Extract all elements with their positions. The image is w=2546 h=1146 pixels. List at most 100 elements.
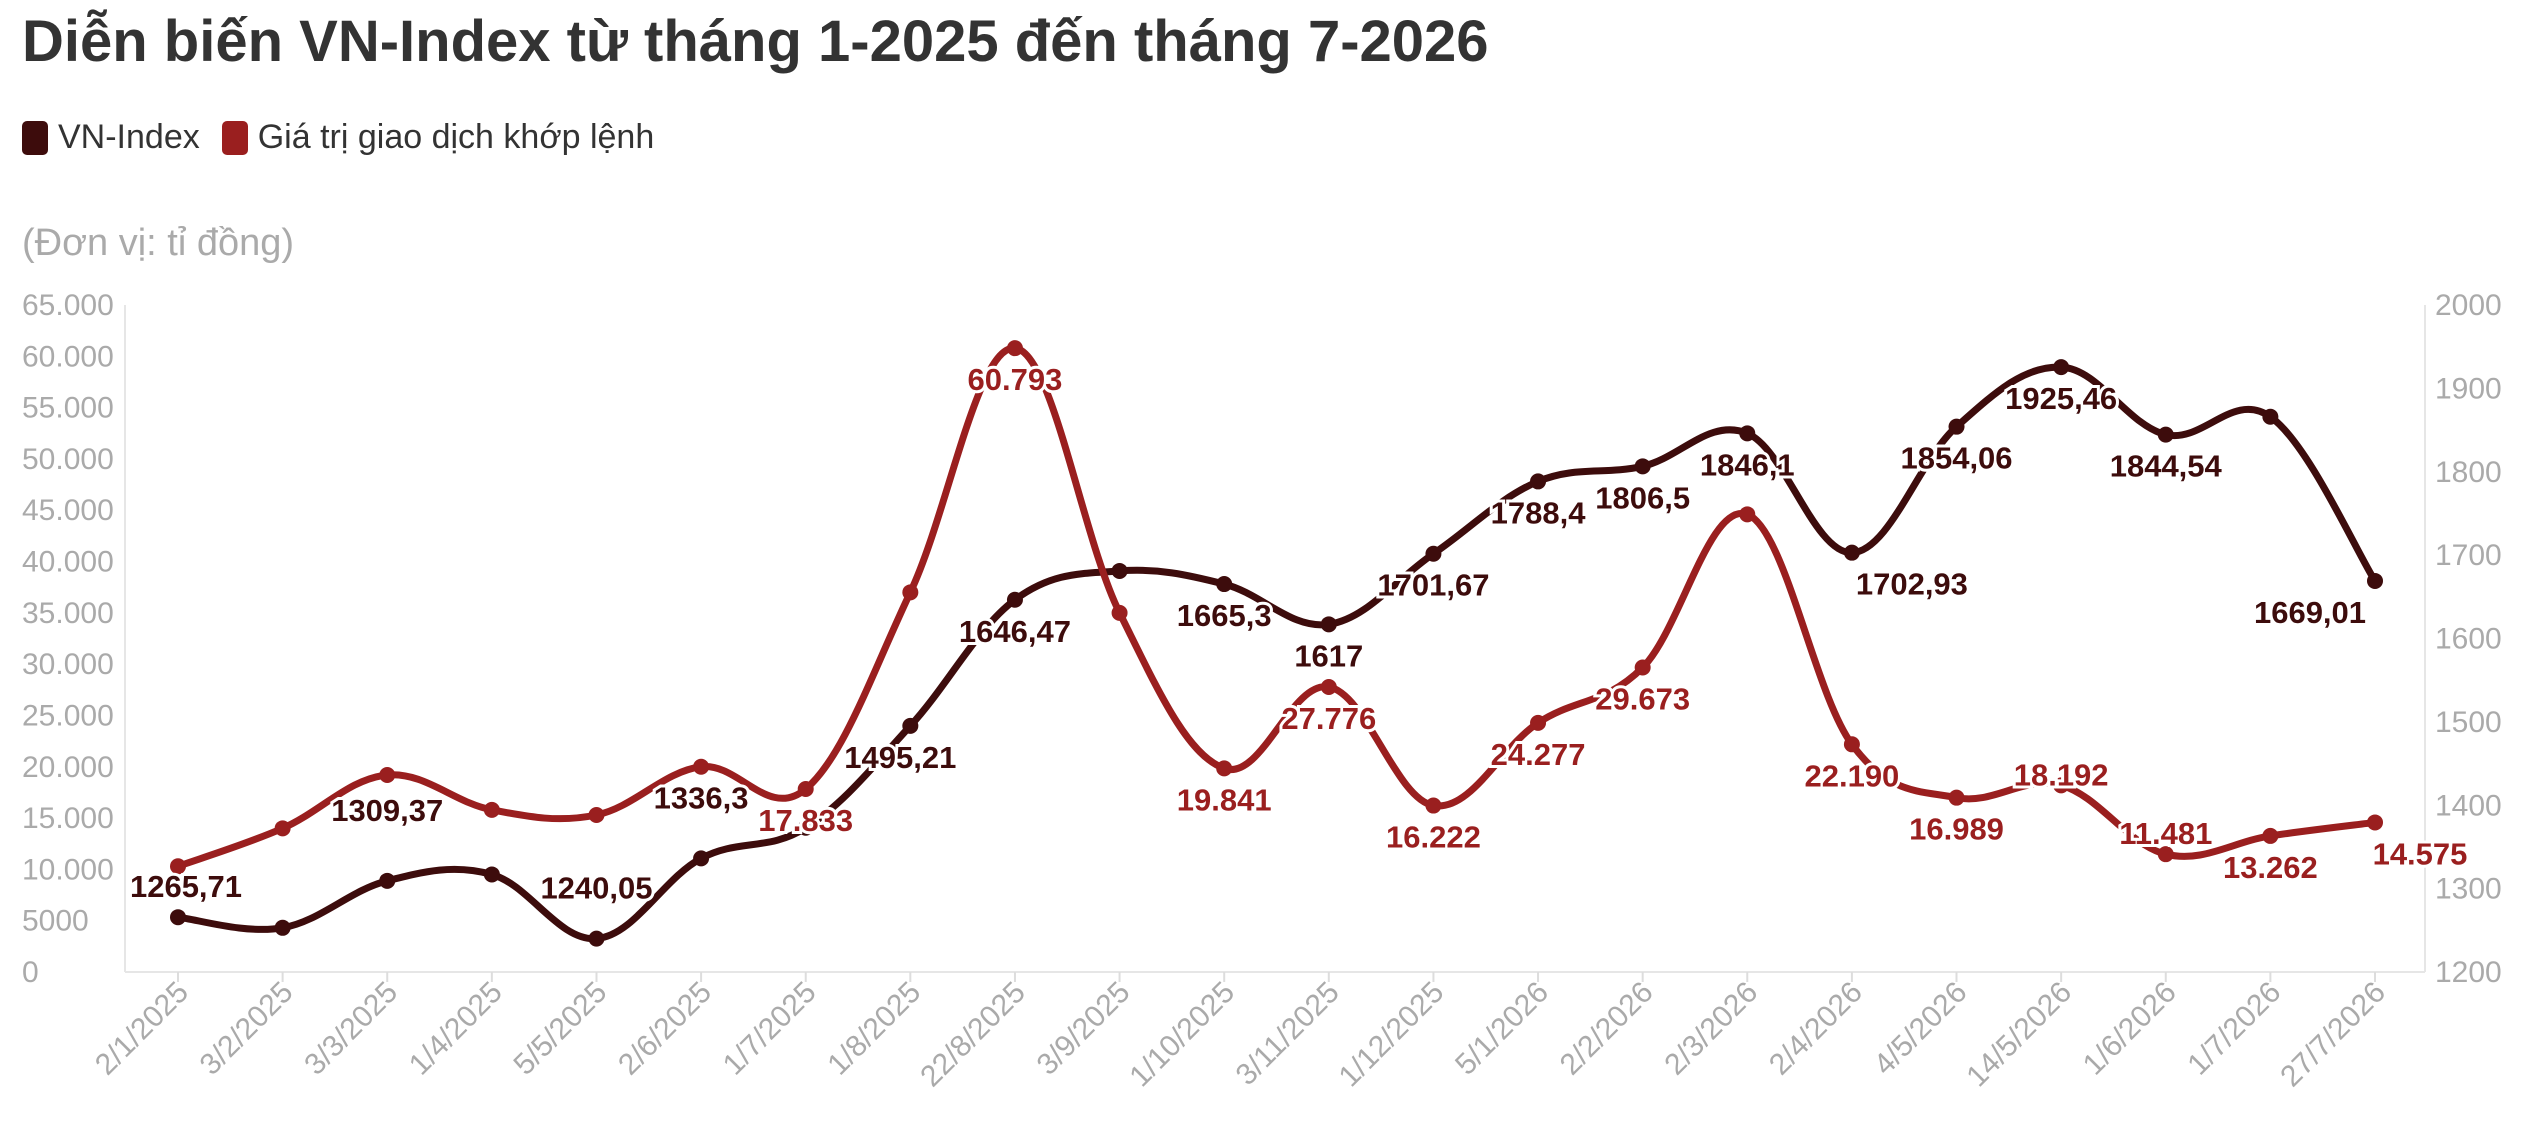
x-tick-label: 1/8/2025 (821, 976, 927, 1082)
data-point-vn-index (1948, 418, 1965, 435)
data-label-trade-value: 17.833 (758, 803, 853, 838)
right-tick-label: 1800 (2435, 456, 2502, 489)
data-label-vn-index: 1495,21 (844, 740, 956, 775)
data-label-vn-index: 1702,93 (1856, 567, 1968, 602)
data-point-trade-value (274, 820, 291, 837)
series-line-vn-index (174, 363, 2379, 943)
legend-label-trade-value: Giá trị giao dịch khớp lệnh (257, 118, 655, 156)
data-point-vn-index (1843, 544, 1860, 561)
right-tick-label: 1700 (2435, 539, 2502, 572)
left-tick-label: 40.000 (22, 546, 114, 579)
data-label-vn-index: 1925,46 (2005, 381, 2117, 416)
data-point-vn-index (379, 872, 396, 889)
x-tick-label: 1/7/2026 (2181, 976, 2287, 1082)
data-point-trade-value (1843, 736, 1860, 753)
data-point-vn-index (483, 866, 500, 883)
data-label-vn-index: 1854,06 (1900, 441, 2012, 476)
data-point-vn-index (2262, 408, 2279, 425)
x-tick-label: 3/3/2025 (298, 976, 404, 1082)
x-tick-label: 4/5/2026 (1868, 976, 1974, 1082)
data-label-trade-value: 24.277 (1491, 737, 1586, 772)
x-tick-label: 2/1/2025 (89, 976, 195, 1082)
data-point-trade-value (1425, 797, 1442, 814)
data-point-vn-index (797, 819, 814, 836)
data-point-trade-value (483, 801, 500, 818)
data-label-trade-value: 11.481 (2119, 816, 2212, 851)
legend: VN-Index Giá trị giao dịch khớp lệnh (22, 118, 676, 157)
data-point-trade-value (1111, 604, 1128, 621)
x-tick-label: 5/1/2026 (1449, 976, 1555, 1082)
right-tick-label: 1300 (2435, 873, 2502, 906)
legend-item-trade-value[interactable]: Giá trị giao dịch khớp lệnh (221, 118, 655, 157)
data-label-vn-index: 1806,5 (1595, 480, 1690, 515)
data-point-trade-value (1948, 789, 1965, 806)
left-tick-label: 55.000 (22, 392, 114, 425)
data-label-vn-index: 1646,47 (959, 614, 1071, 649)
data-point-vn-index (1530, 473, 1547, 490)
data-point-trade-value (1006, 340, 1023, 357)
left-tick-label: 20.000 (22, 751, 114, 784)
x-tick-label: 2/4/2026 (1763, 976, 1869, 1082)
left-tick-label: 25.000 (22, 699, 114, 732)
right-tick-label: 1200 (2435, 956, 2502, 989)
data-point-vn-index (1739, 425, 1756, 442)
left-tick-label: 60.000 (22, 340, 114, 373)
data-point-vn-index (1425, 545, 1442, 562)
data-point-trade-value (170, 858, 186, 875)
data-label-vn-index: 1617 (1294, 638, 1363, 673)
data-label-trade-value: 16.222 (1386, 820, 1481, 855)
data-point-vn-index (588, 930, 605, 947)
data-label-vn-index: 1336,3 (654, 780, 749, 815)
right-tick-label: 2000 (2435, 289, 2502, 322)
data-point-trade-value (2262, 827, 2279, 844)
data-label-trade-value: 22.190 (1804, 758, 1899, 793)
data-label-vn-index: 1844,54 (2110, 449, 2223, 484)
right-tick-label: 1600 (2435, 623, 2502, 656)
x-tick-label: 3/11/2025 (1230, 976, 1346, 1092)
data-point-vn-index (2367, 572, 2383, 589)
data-point-vn-index (274, 919, 291, 936)
data-point-trade-value (2157, 846, 2174, 863)
left-tick-label: 10.000 (22, 853, 114, 886)
data-point-trade-value (902, 584, 919, 601)
left-tick-label: 50.000 (22, 443, 114, 476)
data-point-trade-value (1320, 678, 1337, 695)
data-point-trade-value (693, 758, 710, 775)
legend-swatch-vn-index (22, 120, 48, 155)
data-point-trade-value (1530, 714, 1547, 731)
data-point-vn-index (693, 850, 710, 867)
x-tick-label: 1/12/2025 (1333, 976, 1451, 1094)
data-label-trade-value: 13.262 (2223, 850, 2318, 885)
x-tick-label: 1/4/2025 (403, 976, 509, 1082)
legend-swatch-trade-value (221, 120, 248, 155)
data-label-trade-value: 29.673 (1595, 682, 1690, 717)
data-point-vn-index (1216, 576, 1233, 593)
data-point-trade-value (1739, 506, 1756, 523)
x-tick-label: 2/6/2025 (612, 976, 718, 1082)
data-point-vn-index (2053, 359, 2070, 376)
x-tick-label: 2/2/2026 (1554, 976, 1660, 1082)
data-point-vn-index (1006, 591, 1023, 608)
left-tick-label: 5000 (22, 905, 89, 938)
x-tick-label: 22/8/2025 (914, 976, 1032, 1094)
data-label-vn-index: 1669,01 (2254, 595, 2366, 630)
data-point-vn-index (1320, 616, 1337, 633)
left-tick-label: 15.000 (22, 802, 114, 835)
data-label-trade-value: 60.793 (968, 362, 1063, 397)
legend-label-vn-index: VN-Index (58, 118, 200, 156)
data-point-trade-value (2367, 814, 2383, 831)
x-tick-label: 5/5/2025 (508, 976, 614, 1082)
data-point-vn-index (1634, 458, 1651, 475)
left-tick-label: 65.000 (22, 289, 114, 322)
data-point-vn-index (1111, 562, 1128, 579)
legend-item-vn-index[interactable]: VN-Index (22, 118, 200, 157)
data-label-vn-index: 1309,37 (331, 793, 443, 828)
x-tick-label: 1/7/2025 (717, 976, 823, 1082)
right-tick-label: 1400 (2435, 789, 2502, 822)
data-label-vn-index: 1665,3 (1177, 598, 1272, 633)
data-label-trade-value: 16.989 (1909, 812, 2004, 847)
data-point-vn-index (2157, 426, 2174, 443)
data-label-vn-index: 1701,67 (1377, 568, 1489, 603)
x-tick-label: 1/10/2025 (1123, 976, 1241, 1094)
